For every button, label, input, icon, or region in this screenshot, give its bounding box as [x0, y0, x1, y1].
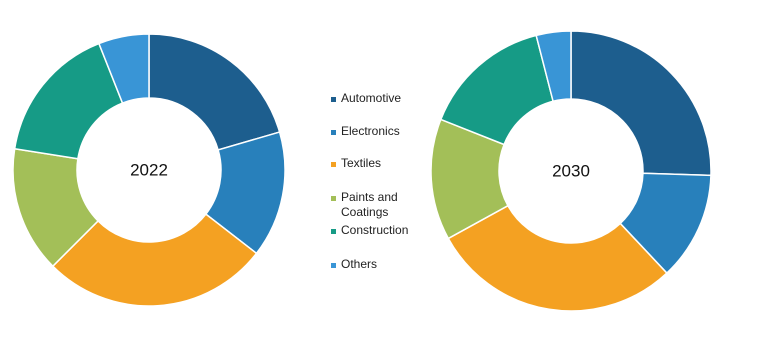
legend-swatch — [331, 130, 336, 135]
legend-label: Paints and Coatings — [341, 190, 398, 219]
legend-swatch — [331, 162, 336, 167]
donut-segment — [97, 33, 150, 105]
legend-item: Others — [331, 257, 421, 272]
legend-item: Construction — [331, 223, 421, 238]
donut-segment — [148, 33, 281, 151]
donut-segment — [51, 213, 258, 307]
legend-swatch — [331, 263, 336, 268]
donut-segment — [570, 30, 712, 177]
legend-swatch — [331, 196, 336, 201]
legend-label: Electronics — [341, 124, 400, 138]
legend-item: Electronics — [331, 124, 421, 139]
chart-title: 2022 — [130, 160, 168, 179]
donut-segment — [447, 204, 668, 312]
legend-label: Automotive — [341, 91, 402, 105]
legend-label: Construction — [341, 223, 409, 237]
legend-label: Others — [341, 257, 378, 271]
legend-swatch — [331, 97, 336, 102]
donut-segment — [535, 30, 572, 103]
legend-swatch — [331, 229, 336, 234]
legend-label: Textiles — [341, 156, 382, 170]
legend-item: Automotive — [331, 91, 421, 106]
legend-item: Paints and Coatings — [331, 190, 421, 220]
legend-item: Textiles — [331, 156, 421, 171]
chart-title: 2030 — [552, 161, 590, 180]
